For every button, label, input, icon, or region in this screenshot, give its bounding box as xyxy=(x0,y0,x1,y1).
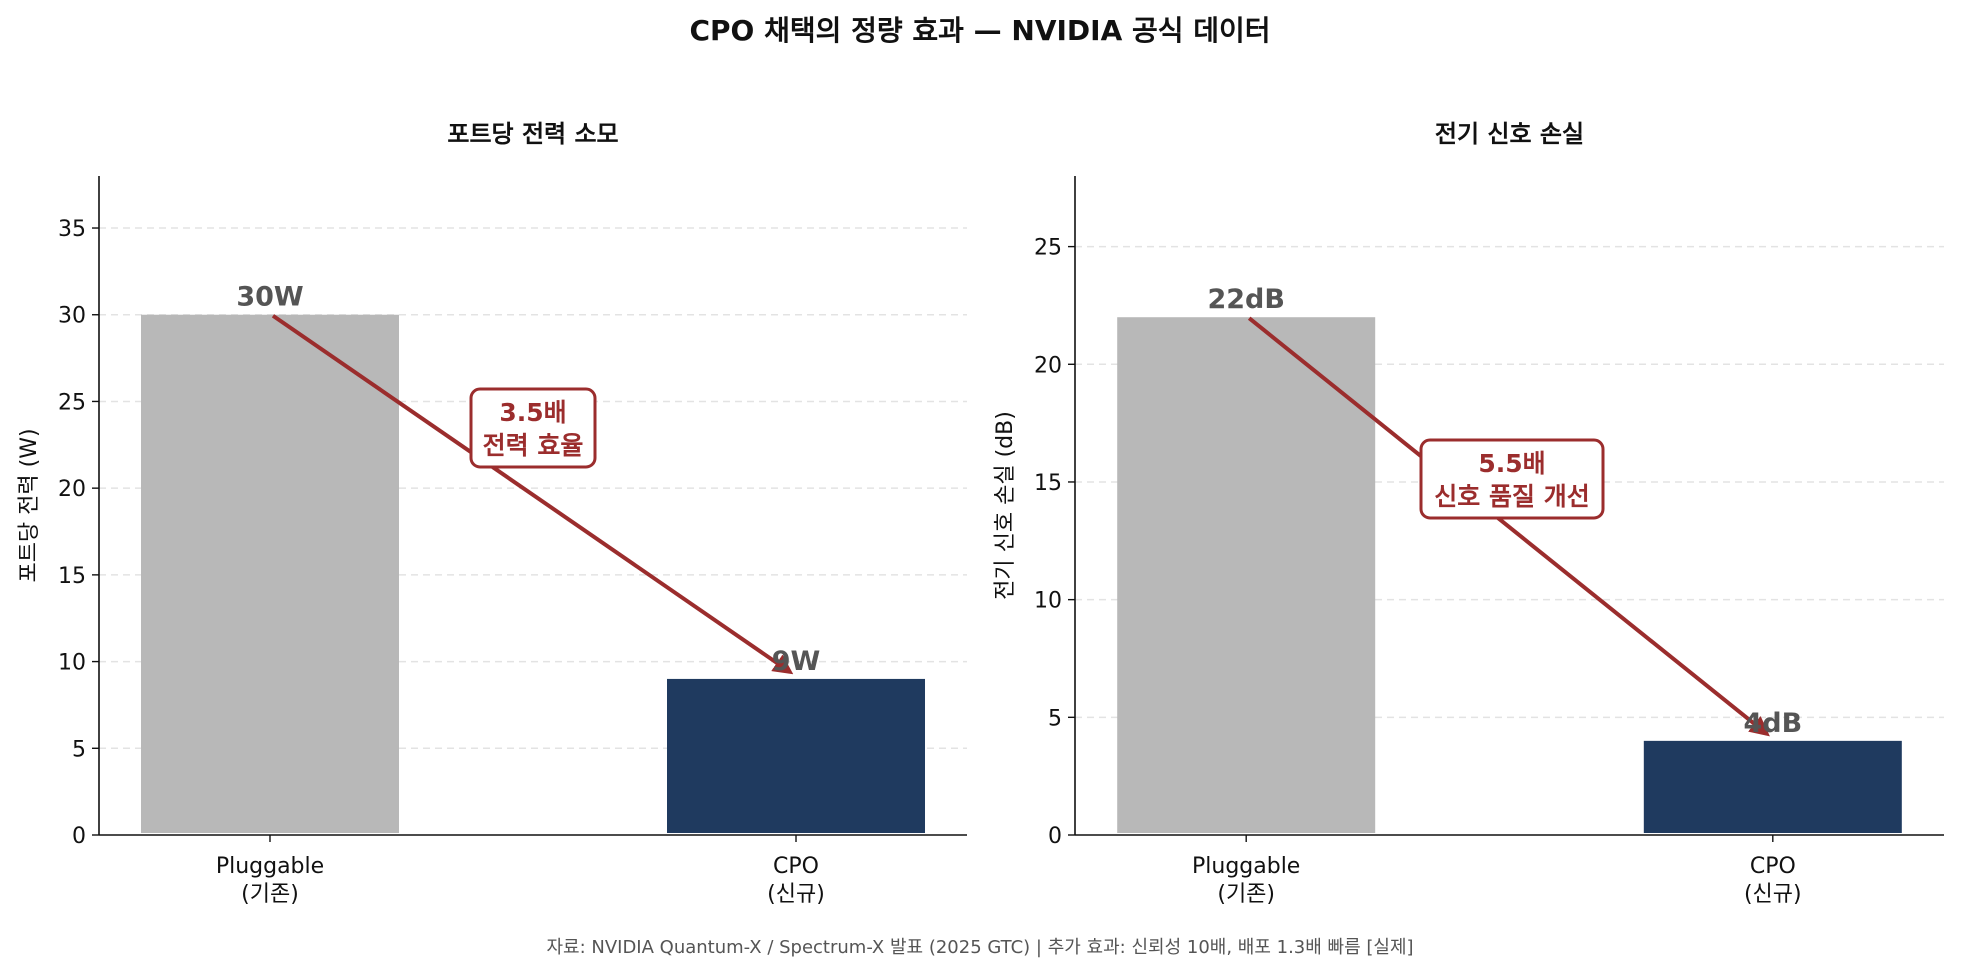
bar-cpo xyxy=(667,678,926,833)
value-label-cpo: 4dB xyxy=(1743,708,1802,739)
y-tick-label: 20 xyxy=(58,477,86,502)
y-axis-label: 전기 신호 손실 (dB) xyxy=(993,411,1018,600)
figure-footer: 자료: NVIDIA Quantum-X / Spectrum-X 발표 (20… xyxy=(546,937,1413,958)
annotation-text: 3.5배 xyxy=(499,398,566,427)
y-tick-label: 35 xyxy=(58,217,86,242)
y-tick-label: 15 xyxy=(58,564,86,589)
value-label-cpo: 9W xyxy=(772,646,821,677)
change-arrow xyxy=(1247,316,1770,737)
y-tick-label: 10 xyxy=(58,651,86,676)
value-label-pluggable: 30W xyxy=(236,282,303,313)
power-chart: 포트당 전력 소모 0 5 10 15 20 25 30 35 Pluggable (기존) CPO(… xyxy=(17,120,967,907)
subplot-title: 전기 신호 손실 xyxy=(1435,120,1584,148)
annotation-frame xyxy=(1419,438,1605,520)
y-tick-label: 0 xyxy=(1048,824,1062,849)
signal-loss-chart: 전기 신호 손실 0 5 10 15 20 25 Pluggable (기존) CPO (신규) 전기… xyxy=(993,120,1944,907)
subplot-title: 포트당 전력 소모 xyxy=(447,120,618,148)
bar-cpo xyxy=(1643,740,1902,833)
y-tick-label: 5 xyxy=(1048,706,1062,731)
y-tick-label: 25 xyxy=(58,390,86,415)
y-axis-label: 포트당 전력 (W) xyxy=(17,428,42,582)
y-tick-label: 0 xyxy=(72,824,86,849)
annotation-frame xyxy=(469,387,597,469)
y-tick-label: 5 xyxy=(72,737,86,762)
y-tick-label: 25 xyxy=(1034,236,1062,261)
annotation-text: 5.5배 xyxy=(1478,449,1545,478)
x-tick-label: CPO (신규) xyxy=(767,854,825,907)
annotation-text: 신호 품질 개선 xyxy=(1434,482,1589,511)
annotation-text: 전력 효율 xyxy=(483,431,584,460)
x-tick-label: Pluggable (기존) xyxy=(216,854,324,907)
x-tick-label: Pluggable (기존) xyxy=(1192,854,1300,907)
bar-pluggable xyxy=(1117,317,1376,833)
y-tick-label: 15 xyxy=(1034,471,1062,496)
y-tick-label: 30 xyxy=(58,304,86,329)
figure-title: CPO 채택의 정량 효과 — NVIDIA 공식 데이터 xyxy=(689,14,1270,47)
x-tick-label: CPO (신규) xyxy=(1744,854,1802,907)
y-tick-label: 20 xyxy=(1034,353,1062,378)
y-tick-label: 10 xyxy=(1034,589,1062,614)
change-arrow xyxy=(271,314,794,675)
value-label-pluggable: 22dB xyxy=(1207,284,1284,315)
bar-pluggable xyxy=(140,314,399,834)
